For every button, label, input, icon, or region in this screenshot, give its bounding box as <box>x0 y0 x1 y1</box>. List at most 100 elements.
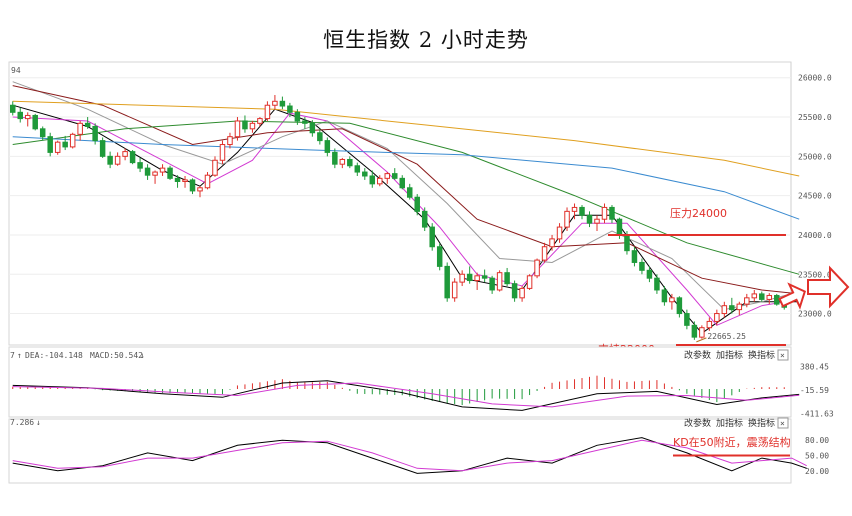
candle <box>99 137 106 158</box>
candle-body <box>699 327 705 338</box>
close-icon: × <box>780 351 785 360</box>
down-arrow-icon: ↓ <box>140 351 145 360</box>
candle <box>114 152 121 166</box>
candle-body <box>444 265 450 299</box>
candle-body <box>99 140 106 157</box>
candle-body <box>556 226 563 240</box>
candle-body <box>219 144 226 161</box>
candle <box>392 168 398 180</box>
kd-y-tick-label: 80.00 <box>805 436 829 445</box>
candle-body <box>759 293 765 300</box>
candle-body <box>541 246 548 261</box>
candle-body <box>234 120 241 138</box>
candle <box>571 203 578 220</box>
kd-switch-indicator-button[interactable]: 换指标 <box>748 417 775 429</box>
macd-panel-prefix: 7 <box>10 351 15 360</box>
candle <box>47 132 53 157</box>
candle <box>377 175 383 187</box>
candle-body <box>504 272 510 285</box>
candle-body <box>332 151 338 165</box>
candle <box>302 117 308 129</box>
ma-line-ma120 <box>12 136 800 220</box>
candle-body <box>384 173 391 179</box>
candle <box>272 95 278 110</box>
candle <box>69 132 76 149</box>
candle-body <box>84 122 91 127</box>
candle-body <box>459 273 465 283</box>
candle <box>107 151 113 169</box>
candle <box>654 274 660 294</box>
macd-panel-frame <box>8 346 792 418</box>
candle-body <box>62 141 68 148</box>
candle-body <box>534 259 540 277</box>
candle-body <box>302 120 308 124</box>
candle-body <box>122 151 128 157</box>
kd-close-button[interactable]: × <box>777 417 789 429</box>
candle <box>399 175 405 190</box>
candle <box>564 207 570 232</box>
candle-body <box>159 167 166 173</box>
main-y-tick-label: 24000.0 <box>798 231 832 240</box>
candle-body <box>152 171 158 176</box>
candle <box>369 170 376 188</box>
macd-add-indicator-button[interactable]: 加指标 <box>716 349 743 361</box>
kd-k-line <box>12 437 807 474</box>
candle <box>24 112 31 127</box>
candle-body <box>399 177 405 189</box>
candle-body <box>609 206 615 220</box>
candle-body <box>92 125 98 142</box>
candle <box>714 309 720 326</box>
candle-body <box>17 111 23 120</box>
main-y-tick-label: 23000.0 <box>798 310 832 319</box>
macd-change-params-button[interactable]: 改参数 <box>684 349 711 361</box>
macd-close-button[interactable]: × <box>777 349 789 361</box>
candle-body <box>54 141 61 153</box>
candle-body <box>691 324 698 338</box>
candlestick-series <box>9 95 788 340</box>
candle-body <box>616 218 623 236</box>
candle-body <box>77 122 83 135</box>
candle <box>556 223 563 243</box>
candle-body <box>339 158 346 165</box>
macd-switch-indicator-button[interactable]: 换指标 <box>748 349 775 361</box>
candle <box>721 301 728 318</box>
candle-body <box>511 283 518 299</box>
candle <box>511 280 518 302</box>
resistance-label: 压力24000 <box>670 207 727 220</box>
low-value-label: 22665.25 <box>707 332 746 341</box>
candle-body <box>167 167 173 179</box>
candle-body <box>706 320 713 329</box>
candle <box>39 126 46 141</box>
macd-histogram <box>12 375 785 406</box>
kd-y-tick-label: 50.00 <box>805 452 829 461</box>
kd-add-indicator-button[interactable]: 加指标 <box>716 417 743 429</box>
candle-body <box>639 261 645 271</box>
macd-y-tick-label: 380.45 <box>800 362 829 371</box>
candle <box>212 156 218 177</box>
kd-change-params-button[interactable]: 改参数 <box>684 417 711 429</box>
candle-body <box>369 175 376 185</box>
candle-body <box>744 297 750 305</box>
candle <box>189 178 196 195</box>
candle-body <box>129 151 136 164</box>
macd-lines <box>12 380 800 411</box>
candle <box>9 101 16 116</box>
close-icon: × <box>780 419 785 428</box>
candle <box>77 120 83 141</box>
main-panel-y-axis: 26000.0 25500.0 25000.0 24500.0 24000.0 23500… <box>798 74 832 319</box>
candle-body <box>721 305 728 315</box>
candle <box>444 262 450 302</box>
candle-body <box>107 155 113 165</box>
candle <box>526 274 533 290</box>
candle-body <box>287 105 293 113</box>
candle <box>684 309 690 330</box>
hollow-arrow-right-icon <box>807 265 850 309</box>
kd-lines <box>12 437 807 474</box>
candle <box>122 148 128 161</box>
candle <box>249 120 256 133</box>
candle <box>496 270 503 292</box>
candle <box>759 291 765 302</box>
candle <box>706 317 713 331</box>
candle-body <box>362 171 368 177</box>
candle <box>519 286 525 302</box>
